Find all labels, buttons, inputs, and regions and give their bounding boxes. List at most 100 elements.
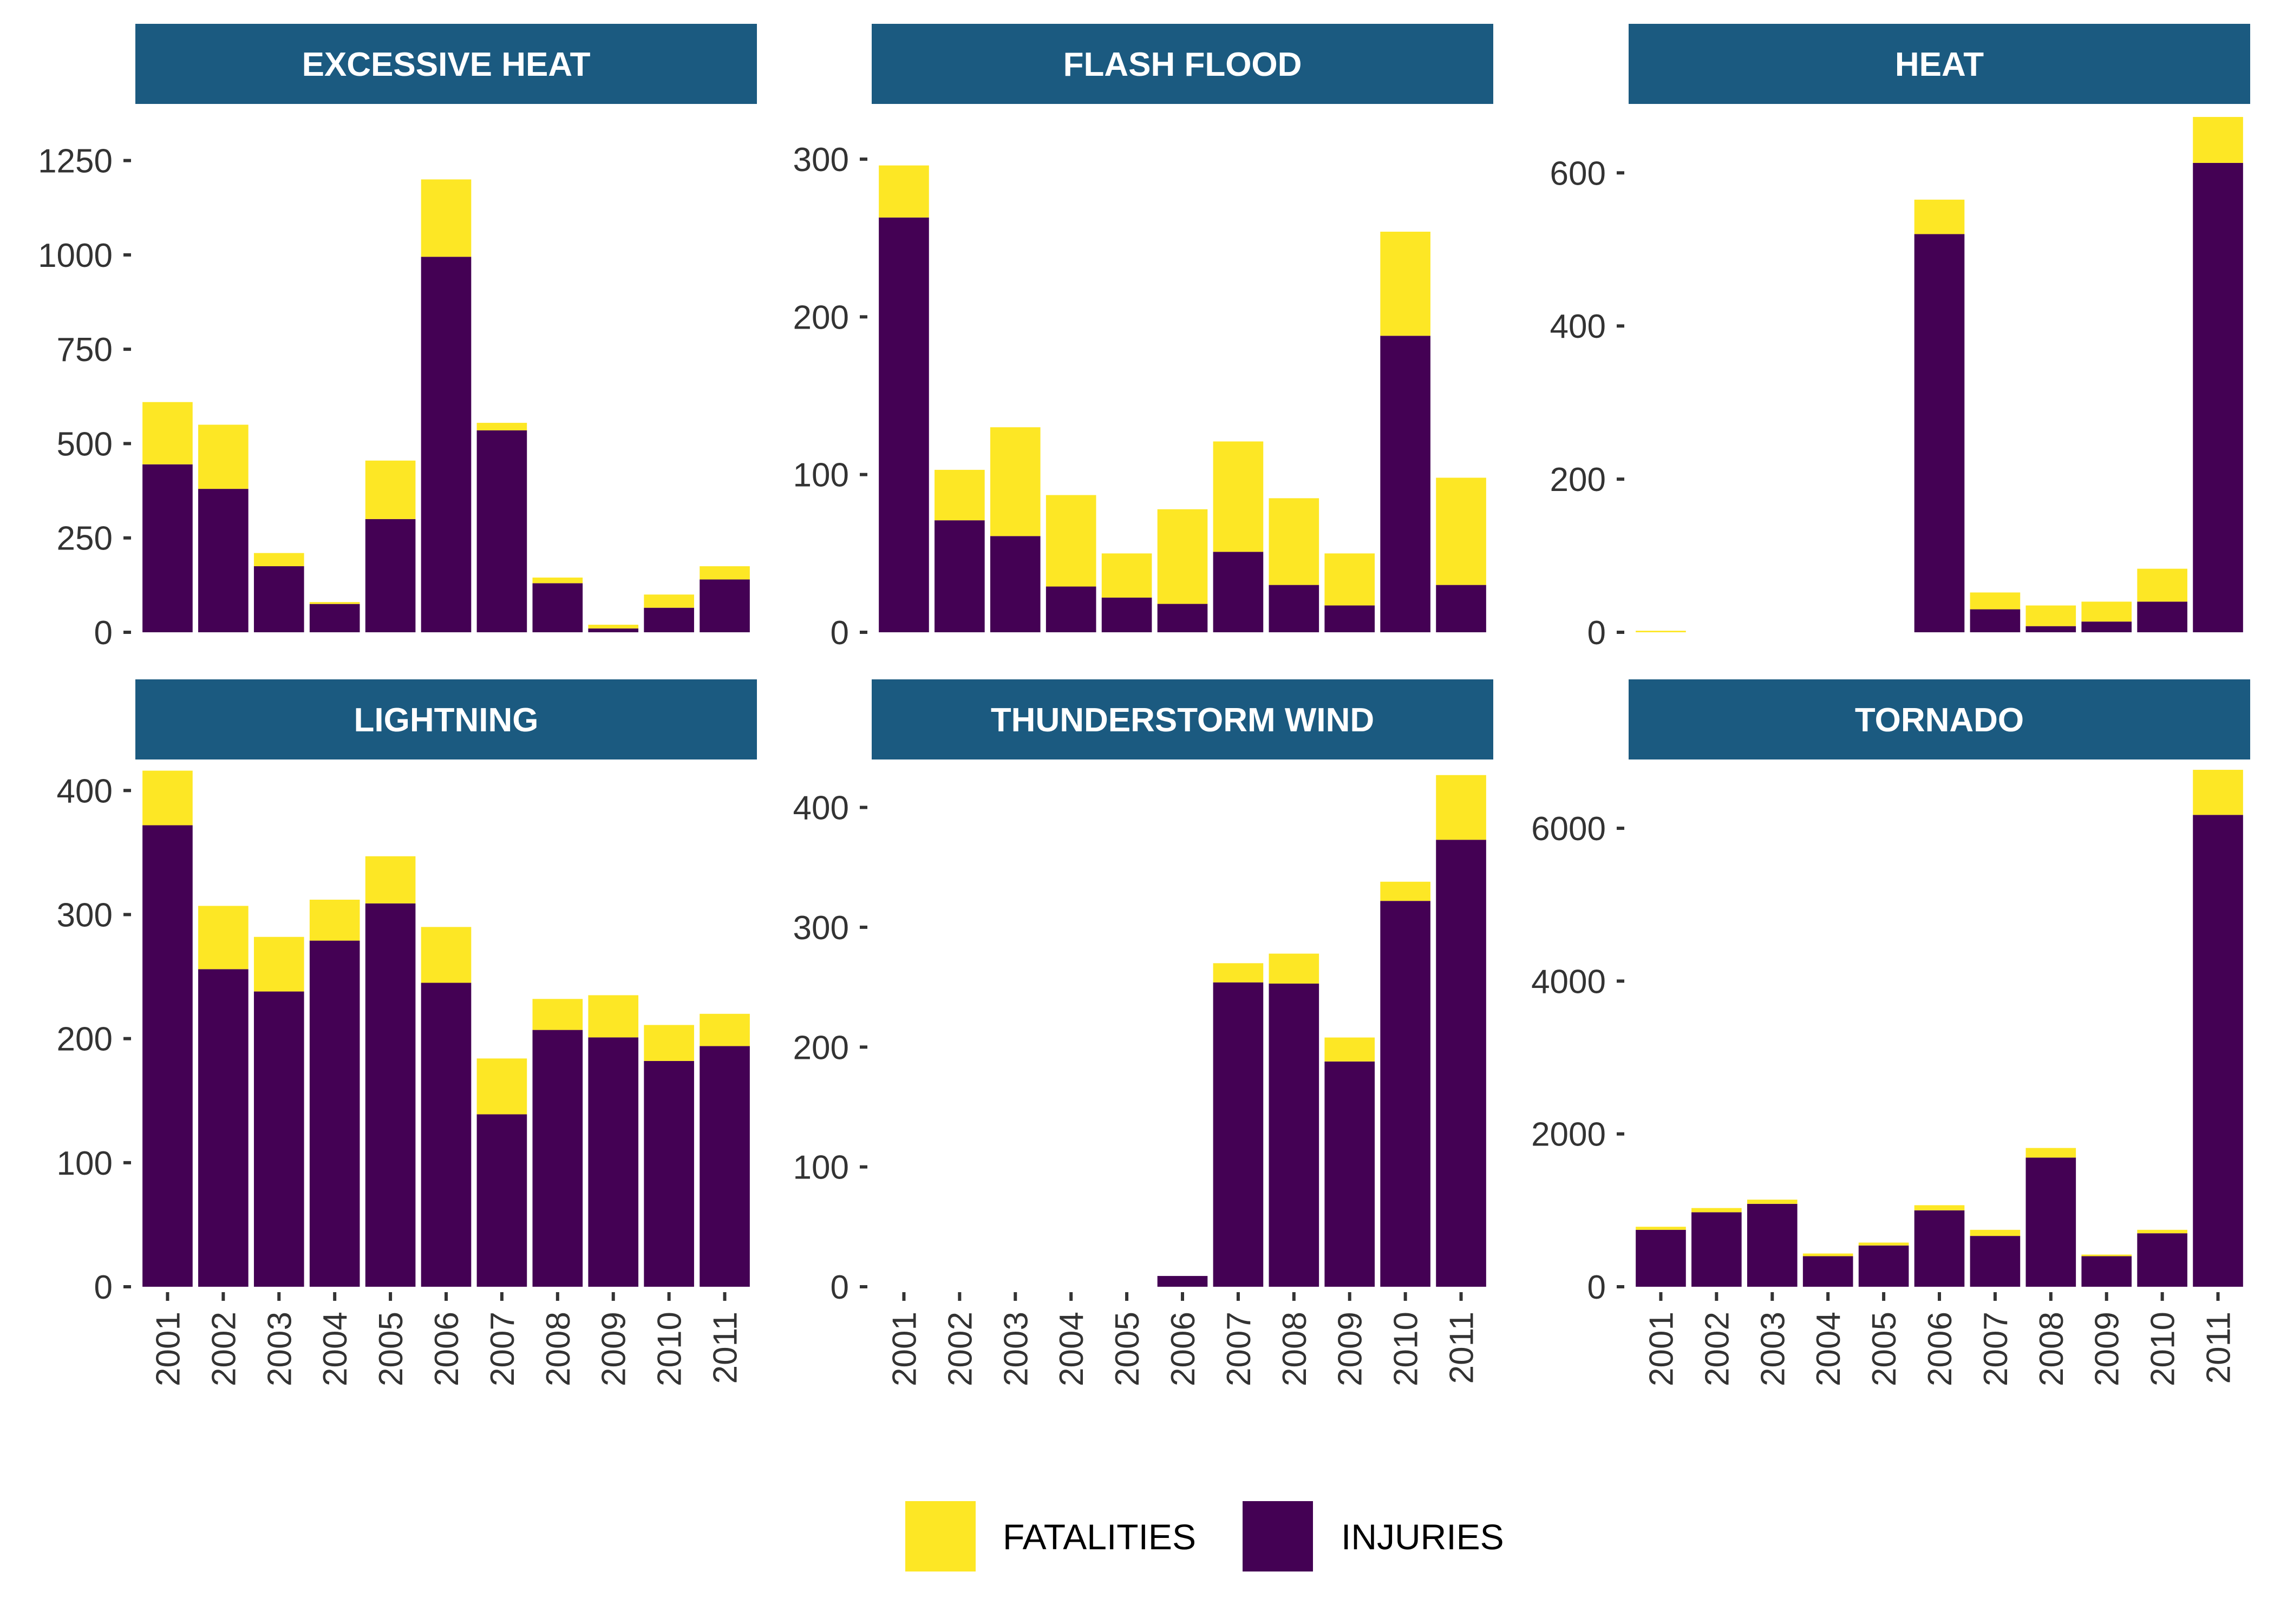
- bar-injuries-2007: [1213, 552, 1264, 632]
- y-tick-label: 250: [57, 520, 113, 558]
- bar-fatalities-2002: [1691, 1208, 1742, 1213]
- bar-injuries-2006: [421, 257, 472, 632]
- panel-thunderstorm-wind: THUNDERSTORM WIND 0 100 200 300 400 2001 2002 20…: [793, 679, 1493, 1386]
- bar-injuries-2009: [1324, 1061, 1375, 1287]
- y-tick-label: 100: [793, 1149, 849, 1187]
- y-tick-label: 400: [793, 790, 849, 827]
- bar-injuries-2008: [532, 583, 583, 632]
- bar-fatalities-2006: [1914, 199, 1965, 234]
- bar-fatalities-2006: [1157, 509, 1208, 604]
- bar-injuries-2003: [253, 566, 304, 632]
- bar-injuries-2009: [588, 628, 639, 632]
- x-tick-label: 2008: [2033, 1312, 2070, 1386]
- y-tick-label: 300: [793, 909, 849, 947]
- bar-fatalities-2005: [1858, 1242, 1909, 1246]
- panel-strip: [872, 679, 1493, 759]
- x-tick-label: 2002: [205, 1312, 243, 1386]
- x-tick-label: 2003: [1754, 1312, 1792, 1386]
- bar-injuries-2008: [2025, 626, 2076, 632]
- bar-fatalities-2011: [1436, 477, 1486, 585]
- bar-injuries-2007: [1970, 1236, 2021, 1287]
- y-tick-label: 1000: [38, 237, 113, 274]
- bar-injuries-2002: [1691, 1212, 1742, 1287]
- panel-heat: HEAT 0 200 400 600: [1550, 24, 2250, 652]
- legend-label-injuries: INJURIES: [1341, 1517, 1504, 1557]
- bar-fatalities-2008: [2025, 605, 2076, 626]
- y-tick-label: 500: [57, 425, 113, 463]
- x-tick-label: 2006: [1165, 1312, 1202, 1386]
- bar-injuries-2006: [1914, 234, 1965, 633]
- y-tick-label: 200: [57, 1021, 113, 1058]
- legend: FATALITIES INJURIES: [905, 1501, 1504, 1571]
- bar-injuries-2002: [198, 489, 249, 632]
- y-tick-label: 0: [831, 1269, 849, 1306]
- x-tick-label: 2002: [1698, 1312, 1736, 1386]
- bar-injuries-2010: [644, 1060, 694, 1287]
- panel-title: TORNADO: [1855, 702, 2024, 739]
- bar-injuries-2004: [1802, 1256, 1853, 1287]
- bar-injuries-2010: [2137, 601, 2187, 632]
- bar-fatalities-2006: [421, 927, 472, 983]
- bar-fatalities-2008: [2025, 1148, 2076, 1158]
- panel-title: HEAT: [1895, 46, 1984, 83]
- bar-injuries-2011: [2193, 815, 2243, 1287]
- bar-injuries-2001: [142, 825, 193, 1287]
- bar-fatalities-2005: [1101, 553, 1152, 598]
- x-tick-label: 2004: [1810, 1312, 1847, 1386]
- bar-fatalities-2003: [1747, 1200, 1798, 1204]
- panel-flash-flood: FLASH FLOOD 0 100 200 300: [793, 24, 1493, 652]
- y-tick-label: 200: [793, 299, 849, 336]
- bar-injuries-2006: [1157, 604, 1208, 632]
- bar-fatalities-2001: [879, 165, 929, 218]
- y-tick-label: 1250: [38, 143, 113, 180]
- bar-fatalities-2009: [2081, 1254, 2132, 1256]
- bar-fatalities-2001: [1636, 1227, 1686, 1230]
- y-tick-label: 0: [94, 614, 113, 652]
- bar-injuries-2010: [2137, 1233, 2187, 1287]
- bar-injuries-2011: [700, 1046, 750, 1287]
- bar-injuries-2009: [2081, 1256, 2132, 1287]
- bar-fatalities-2003: [253, 937, 304, 992]
- bar-fatalities-2007: [1213, 963, 1264, 983]
- x-tick-label: 2008: [1276, 1312, 1314, 1386]
- bar-fatalities-2001: [142, 770, 193, 826]
- y-tick-label: 0: [1587, 614, 1606, 652]
- bar-injuries-2003: [1747, 1203, 1798, 1287]
- bar-injuries-2006: [1914, 1210, 1965, 1287]
- bar-fatalities-2004: [1802, 1253, 1853, 1256]
- bar-injuries-2004: [309, 604, 360, 632]
- bar-fatalities-2006: [1914, 1205, 1965, 1210]
- y-tick-label: 400: [57, 772, 113, 810]
- legend-label-fatalities: FATALITIES: [1003, 1517, 1196, 1557]
- bar-injuries-2007: [476, 1114, 527, 1287]
- x-tick-label: 2006: [428, 1312, 466, 1386]
- bar-fatalities-2009: [2081, 601, 2132, 622]
- panel-lightning: LIGHTNING 0 100 200 300 400 2001 2002 2003 2004 20…: [57, 679, 757, 1386]
- y-tick-label: 4000: [1531, 963, 1606, 1000]
- x-tick-label: 2001: [886, 1312, 923, 1386]
- x-tick-label: 2011: [1443, 1312, 1481, 1384]
- bar-injuries-2003: [253, 991, 304, 1287]
- bar-fatalities-2011: [2193, 770, 2243, 815]
- y-tick-label: 750: [57, 331, 113, 369]
- bar-injuries-2010: [1380, 901, 1430, 1287]
- y-tick-label: 0: [94, 1269, 113, 1306]
- bar-fatalities-2005: [365, 460, 416, 519]
- bar-fatalities-2006: [421, 179, 472, 257]
- y-tick-label: 300: [793, 141, 849, 179]
- y-tick-label: 600: [1550, 155, 1606, 192]
- bar-fatalities-2007: [1970, 1229, 2021, 1236]
- x-tick-label: 2005: [373, 1312, 410, 1386]
- bar-fatalities-2007: [476, 423, 527, 431]
- x-tick-label: 2005: [1109, 1312, 1146, 1386]
- bar-fatalities-2002: [198, 424, 249, 489]
- x-tick-label: 2010: [2145, 1312, 2182, 1386]
- panel-title: LIGHTNING: [354, 702, 539, 739]
- x-tick-label: 2009: [2089, 1312, 2126, 1386]
- y-tick-label: 2000: [1531, 1116, 1606, 1154]
- bar-fatalities-2004: [309, 602, 360, 604]
- bar-injuries-2005: [365, 903, 416, 1287]
- bar-injuries-2001: [879, 217, 929, 632]
- x-tick-label: 2011: [2200, 1312, 2238, 1384]
